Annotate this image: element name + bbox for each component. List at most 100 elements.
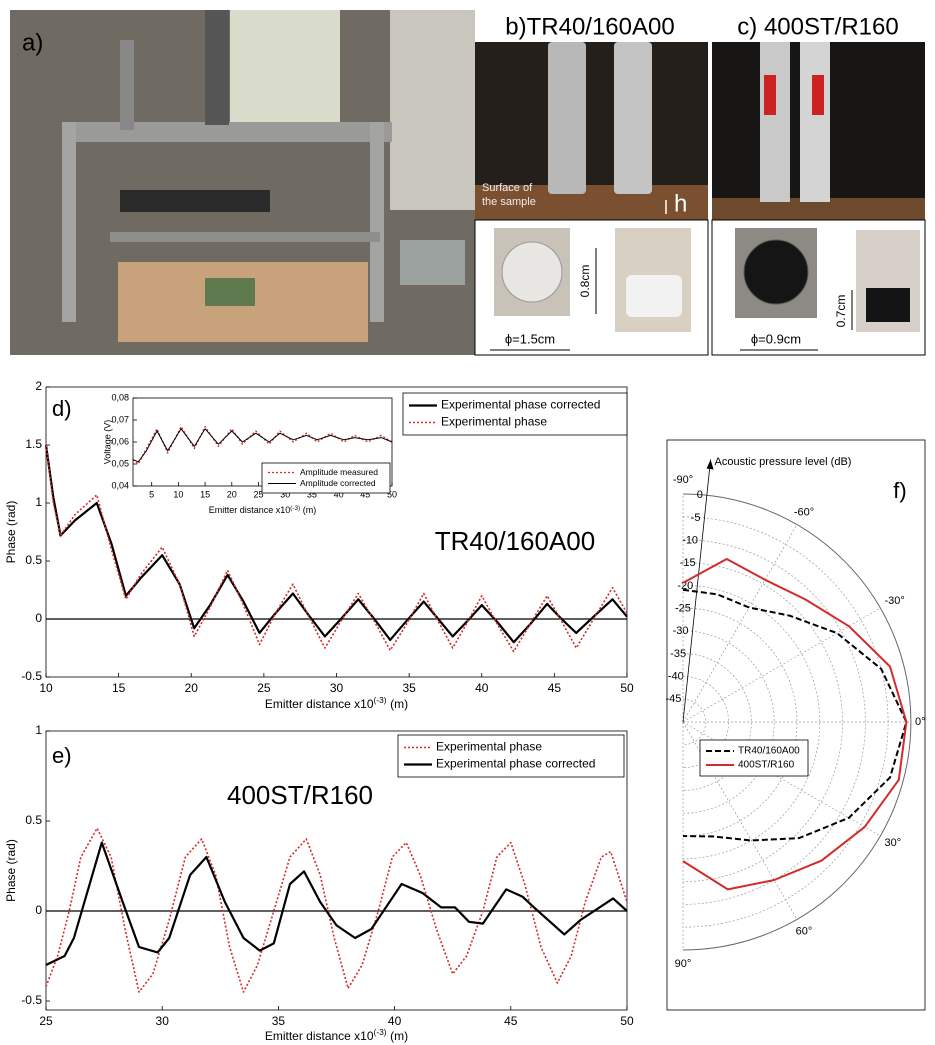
y-tick-label: 2 bbox=[35, 379, 42, 393]
legend-label: Experimental phase bbox=[441, 415, 547, 429]
theta-tick-label: 0° bbox=[915, 716, 926, 728]
y-axis-label: Voltage (V) bbox=[102, 420, 112, 465]
legend bbox=[397, 734, 625, 778]
r-tick-label: -5 bbox=[691, 512, 701, 524]
x-axis-label-text: Emitter distance x10 bbox=[265, 697, 374, 711]
title-band bbox=[712, 10, 925, 42]
radial-grid bbox=[682, 562, 843, 882]
r-tick-label: -15 bbox=[680, 557, 696, 569]
x-tick-label: 15 bbox=[200, 489, 210, 499]
y-tick-label: 0,06 bbox=[111, 436, 129, 446]
data-line bbox=[45, 841, 628, 966]
x-axis-label-unit: (m) bbox=[303, 505, 317, 515]
x-tick-label: 30 bbox=[280, 489, 290, 499]
y-tick-label: 1 bbox=[35, 495, 42, 509]
x-tick-label: 35 bbox=[272, 1014, 286, 1028]
photo-note: h bbox=[674, 190, 687, 217]
y-tick-label: 0,05 bbox=[111, 458, 129, 468]
y-axis-label: Phase (rad) bbox=[4, 839, 18, 902]
x-axis-label-sup: (-3) bbox=[290, 505, 300, 512]
legend-label: 400ST/R160 bbox=[738, 760, 795, 771]
x-tick-label: 25 bbox=[39, 1014, 53, 1028]
y-tick-label: 0,07 bbox=[111, 414, 129, 424]
x-axis-label-text: Emitter distance x10 bbox=[265, 1029, 374, 1043]
legend-label: Amplitude corrected bbox=[300, 478, 376, 488]
y-tick-label: 1.5 bbox=[25, 437, 42, 451]
panel-label: f) bbox=[893, 478, 906, 503]
x-tick-label: 50 bbox=[620, 681, 634, 695]
x-axis-label: Emitter distance x10(-3) (m) bbox=[265, 1027, 408, 1043]
x-tick-label: 50 bbox=[387, 489, 397, 499]
annotation: TR40/160A00 bbox=[435, 526, 595, 556]
x-tick-label: 20 bbox=[227, 489, 237, 499]
panel-label: e) bbox=[52, 743, 72, 768]
radial-grid bbox=[682, 698, 707, 746]
data-line bbox=[132, 428, 393, 463]
annotation: 400ST/R160 bbox=[227, 780, 373, 810]
theta-tick-label: -30° bbox=[884, 595, 904, 607]
r-tick-label: -10 bbox=[682, 535, 698, 547]
x-tick-label: 5 bbox=[149, 489, 154, 499]
x-tick-label: 45 bbox=[360, 489, 370, 499]
r-tick-label: -40 bbox=[668, 671, 684, 683]
theta-tick-label: -60° bbox=[794, 506, 814, 518]
chart-title: Acoustic pressure level (dB) bbox=[715, 456, 852, 468]
x-tick-label: 45 bbox=[548, 681, 562, 695]
panel-label: a) bbox=[22, 29, 43, 56]
radial-grid bbox=[682, 676, 729, 768]
x-axis-label-unit: (m) bbox=[390, 1029, 408, 1043]
x-axis-label-unit: (m) bbox=[390, 697, 408, 711]
x-tick-label: 25 bbox=[257, 681, 271, 695]
y-tick-label: 0,04 bbox=[111, 480, 129, 490]
legend-label: Experimental phase corrected bbox=[441, 398, 600, 412]
data-line bbox=[45, 444, 628, 653]
x-axis-label-sup: (-3) bbox=[374, 1027, 387, 1037]
photo-title: b)TR40/160A00 bbox=[505, 13, 674, 40]
theta-tick-label: 60° bbox=[796, 925, 813, 937]
x-tick-label: 35 bbox=[307, 489, 317, 499]
photo-c bbox=[711, 42, 926, 356]
y-tick-label: 0 bbox=[35, 903, 42, 917]
dimension-label: ϕ=1.5cm bbox=[505, 331, 555, 346]
r-tick-label: -20 bbox=[677, 580, 693, 592]
x-axis-label-sup: (-3) bbox=[374, 695, 387, 705]
theta-tick-label: -90° bbox=[673, 474, 693, 486]
legend bbox=[261, 462, 391, 494]
x-tick-label: 40 bbox=[475, 681, 489, 695]
x-tick-label: 20 bbox=[185, 681, 199, 695]
angular-grid bbox=[682, 607, 881, 723]
x-tick-label: 10 bbox=[173, 489, 183, 499]
y-tick-label: 0,08 bbox=[111, 392, 129, 402]
title-band bbox=[475, 10, 708, 42]
r-tick-label: -30 bbox=[673, 625, 689, 637]
photo-note: the sample bbox=[482, 196, 536, 208]
radial-grid bbox=[682, 539, 866, 905]
x-tick-label: 30 bbox=[156, 1014, 170, 1028]
y-tick-label: 0.5 bbox=[25, 813, 42, 827]
radial-grid bbox=[682, 584, 821, 860]
photo-a bbox=[10, 10, 475, 355]
x-tick-label: 40 bbox=[388, 1014, 402, 1028]
theta-tick-label: 30° bbox=[884, 837, 901, 849]
x-tick-label: 40 bbox=[334, 489, 344, 499]
legend-label: Experimental phase bbox=[436, 740, 542, 754]
dimension-label: ϕ=0.9cm bbox=[751, 331, 801, 346]
radial-grid bbox=[682, 516, 889, 928]
y-tick-label: -0.5 bbox=[21, 669, 42, 683]
legend bbox=[402, 392, 628, 436]
legend-label: Amplitude measured bbox=[300, 467, 378, 477]
dimension-label: 0.8cm bbox=[578, 265, 592, 298]
y-tick-label: -0.5 bbox=[21, 993, 42, 1007]
legend-label: Experimental phase corrected bbox=[436, 757, 595, 771]
r-tick-label: -35 bbox=[670, 648, 686, 660]
y-tick-label: 0.5 bbox=[25, 553, 42, 567]
y-tick-label: 1 bbox=[35, 723, 42, 737]
r-tick-label: -45 bbox=[665, 693, 681, 705]
r-tick-label: 0 bbox=[697, 489, 703, 501]
plot-area bbox=[45, 730, 628, 1011]
x-tick-label: 30 bbox=[330, 681, 344, 695]
y-axis-label: Phase (rad) bbox=[4, 501, 18, 564]
legend-label: TR40/160A00 bbox=[738, 746, 800, 757]
dimension-label: 0.7cm bbox=[834, 295, 848, 328]
